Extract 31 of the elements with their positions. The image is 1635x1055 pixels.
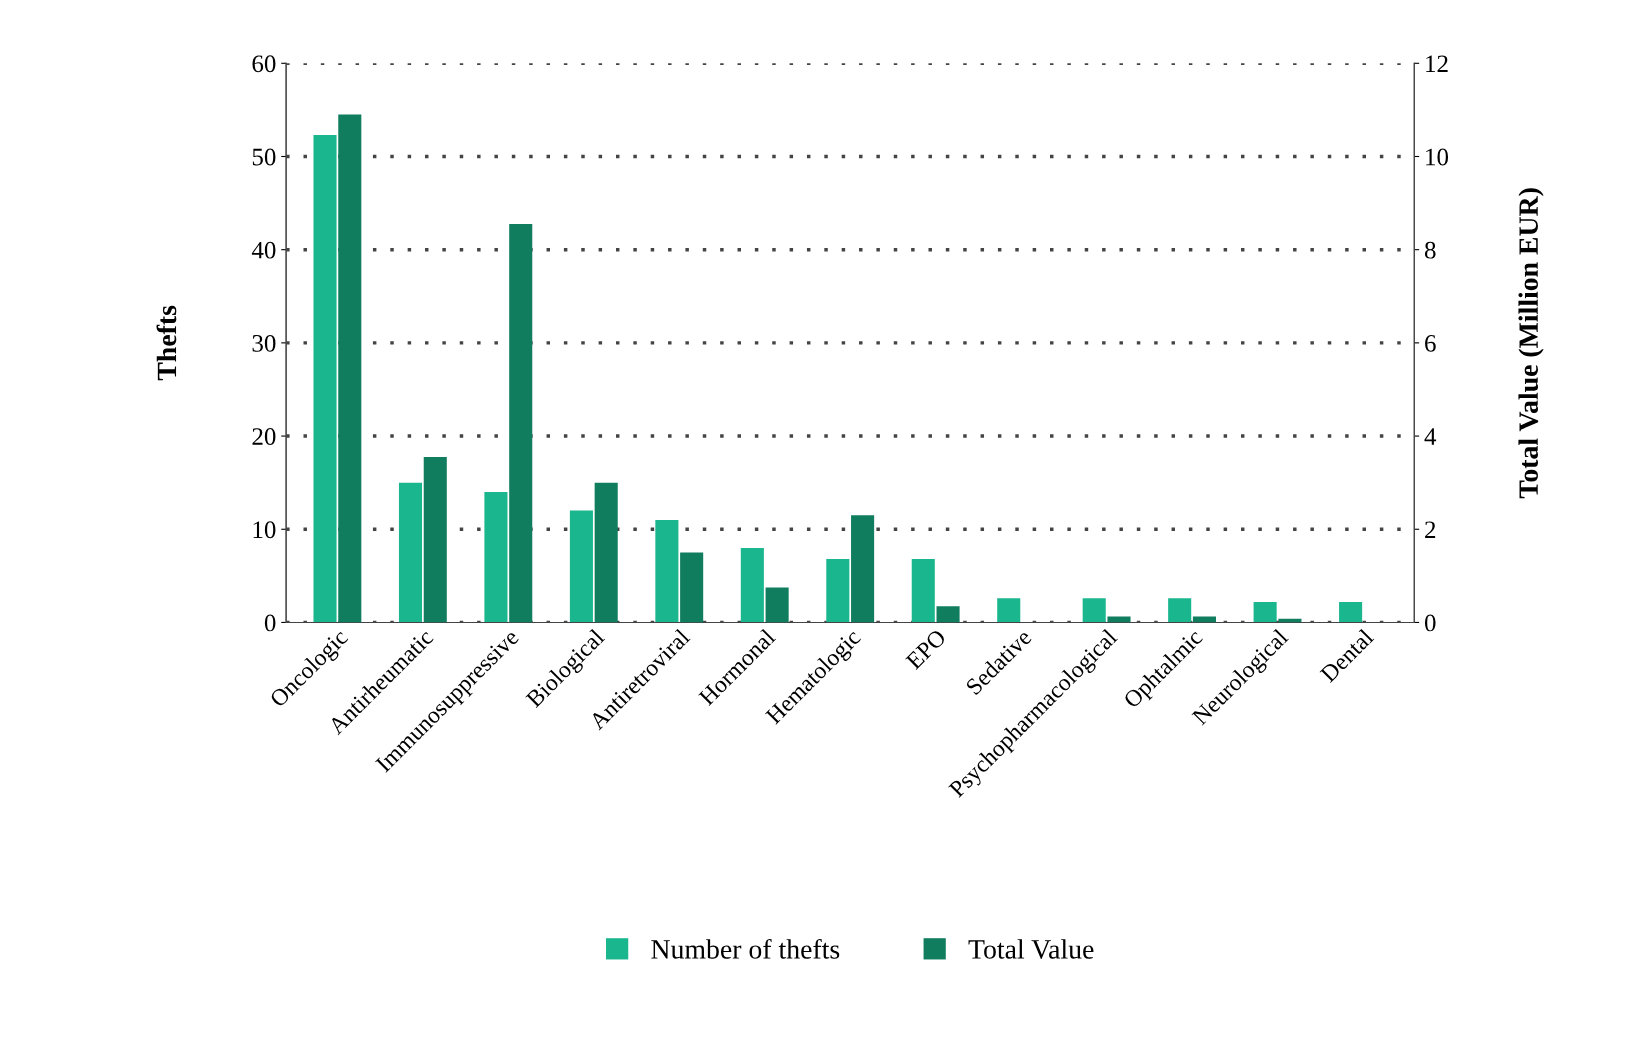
bar xyxy=(911,559,935,623)
bar xyxy=(1253,601,1277,623)
y-tick-label: 60 xyxy=(252,55,276,73)
y-axis-title: Thefts xyxy=(156,305,177,381)
y2-axis-title: Total Value (Million EUR) xyxy=(1518,188,1544,499)
y2-tick-label: 6 xyxy=(1425,334,1436,352)
y-tick-label: 40 xyxy=(251,241,276,259)
y2-tick-label: 8 xyxy=(1424,241,1436,259)
y2-tick-label: 10 xyxy=(1426,148,1449,166)
legend-label: Number of thefts xyxy=(651,938,840,959)
bar xyxy=(509,224,533,623)
bar xyxy=(1192,616,1216,623)
y2-tick-label: 12 xyxy=(1426,55,1448,72)
y2-tick-label: 4 xyxy=(1424,428,1437,445)
y2-tick-label: 2 xyxy=(1425,521,1436,538)
x-tick-label: EPO xyxy=(905,628,947,671)
bar xyxy=(1082,598,1106,623)
bar xyxy=(1107,616,1131,623)
y-tick-label: 0 xyxy=(264,614,276,632)
legend-label: Total Value xyxy=(968,939,1094,959)
y-tick-label: 30 xyxy=(252,334,276,352)
bar xyxy=(997,598,1021,623)
y2-tick-label: 0 xyxy=(1424,614,1436,632)
y-tick-label: 20 xyxy=(252,428,276,445)
bar xyxy=(740,547,764,623)
bar xyxy=(1168,598,1192,623)
bar xyxy=(484,491,508,623)
bar xyxy=(1339,601,1363,623)
bar xyxy=(936,606,960,623)
y-tick-label: 50 xyxy=(252,148,276,166)
y-tick-label: 10 xyxy=(253,521,276,539)
